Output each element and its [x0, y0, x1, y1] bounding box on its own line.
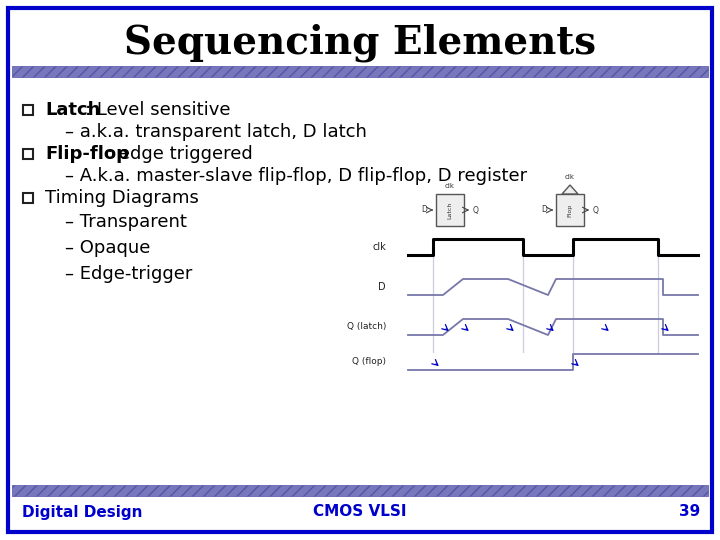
Text: : Level sensitive: : Level sensitive [85, 101, 230, 119]
Bar [436, 194, 464, 226]
Text: D: D [541, 206, 547, 214]
Text: Latch: Latch [45, 101, 100, 119]
Text: : edge triggered: : edge triggered [107, 145, 253, 163]
Text: Q (latch): Q (latch) [346, 322, 386, 332]
Polygon shape [562, 185, 578, 194]
Text: clk: clk [372, 242, 386, 252]
Text: Q: Q [473, 206, 479, 214]
Text: CMOS VLSI: CMOS VLSI [313, 504, 407, 519]
Bar [12, 66, 708, 77]
Bar [556, 194, 584, 226]
Bar [23, 149, 33, 159]
Bar [23, 193, 33, 203]
Text: Q: Q [593, 206, 599, 214]
Text: – Opaque: – Opaque [65, 239, 150, 257]
Text: clk: clk [445, 183, 455, 189]
Text: 39: 39 [679, 504, 700, 519]
Text: Sequencing Elements: Sequencing Elements [124, 24, 596, 62]
Text: clk: clk [565, 174, 575, 180]
Text: D: D [421, 206, 427, 214]
Bar [23, 105, 33, 115]
Text: – Edge-trigger: – Edge-trigger [65, 265, 192, 283]
Bar [12, 485, 708, 496]
Text: Flip-flop: Flip-flop [45, 145, 129, 163]
Text: Q (flop): Q (flop) [352, 357, 386, 367]
Text: D: D [379, 282, 386, 292]
Text: Digital Design: Digital Design [22, 504, 143, 519]
Text: Flop: Flop [567, 204, 572, 217]
Text: Latch: Latch [448, 201, 452, 219]
Text: – a.k.a. transparent latch, D latch: – a.k.a. transparent latch, D latch [65, 123, 367, 141]
Text: – A.k.a. master-slave flip-flop, D flip-flop, D register: – A.k.a. master-slave flip-flop, D flip-… [65, 167, 527, 185]
Text: – Transparent: – Transparent [65, 213, 187, 231]
Text: Timing Diagrams: Timing Diagrams [45, 189, 199, 207]
